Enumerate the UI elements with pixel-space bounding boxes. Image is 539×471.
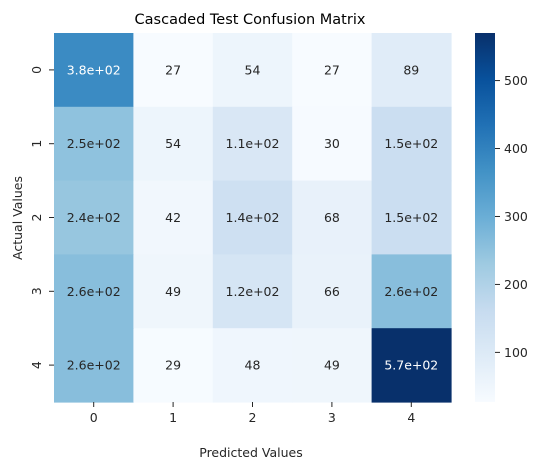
- colorbar: [475, 33, 495, 402]
- cell-annotation-4-2: 48: [245, 358, 261, 373]
- cell-annotation-0-4: 89: [403, 62, 419, 77]
- heatmap-cell-1-2: [212, 106, 293, 182]
- heatmap-cell-4-0: [54, 328, 134, 403]
- heatmap-cell-3-0: [54, 254, 134, 329]
- cell-annotation-3-0: 2.6e+02: [67, 284, 121, 299]
- colorbar-tick-label-500: 500: [504, 73, 528, 88]
- cell-annotation-4-1: 29: [165, 358, 181, 373]
- heatmap-cell-4-4: [371, 328, 452, 403]
- heatmap-cell-2-3: [292, 180, 373, 255]
- heatmap-cell-3-1: [133, 254, 214, 329]
- heatmap-cell-0-1: [133, 33, 214, 108]
- y-axis-ticks: 0 1 2 3 4: [29, 66, 54, 369]
- x-tick-label-0: 0: [90, 410, 98, 425]
- cell-annotation-1-1: 54: [165, 136, 181, 151]
- colorbar-ticks: 100 200 300 400 500: [495, 73, 528, 360]
- cell-annotation-2-2: 1.4e+02: [226, 210, 280, 225]
- y-axis-label: Actual Values: [10, 176, 25, 260]
- cell-annotation-3-2: 1.2e+02: [226, 284, 280, 299]
- x-axis-ticks: 0 1 2 3 4: [90, 402, 415, 425]
- y-tick-label-1: 1: [29, 140, 44, 148]
- heatmap-cell-1-1: [133, 106, 214, 182]
- cell-annotation-4-4: 5.7e+02: [384, 358, 438, 373]
- cell-annotation-1-4: 1.5e+02: [384, 136, 438, 151]
- cell-annotation-1-0: 2.5e+02: [67, 136, 121, 151]
- heatmap-cell-2-1: [133, 180, 214, 255]
- x-tick-label-3: 3: [328, 410, 336, 425]
- cell-annotation-4-3: 49: [324, 358, 340, 373]
- heatmap-cell-1-4: [371, 106, 452, 182]
- cell-annotation-0-1: 27: [165, 62, 181, 77]
- y-tick-label-0: 0: [29, 66, 44, 74]
- x-tick-label-2: 2: [249, 410, 257, 425]
- heatmap-cell-1-0: [54, 106, 134, 182]
- cell-annotation-3-1: 49: [165, 284, 181, 299]
- y-tick-label-4: 4: [29, 361, 44, 369]
- cell-annotation-2-3: 68: [324, 210, 340, 225]
- heatmap-cell-0-3: [292, 33, 373, 108]
- cell-annotation-3-3: 66: [324, 284, 340, 299]
- x-axis-label: Predicted Values: [199, 445, 303, 460]
- heatmap-cell-0-2: [212, 33, 293, 108]
- heatmap-cell-4-1: [133, 328, 214, 403]
- y-tick-label-3: 3: [29, 287, 44, 295]
- cell-annotation-2-4: 1.5e+02: [384, 210, 438, 225]
- heatmap-cell-4-3: [292, 328, 373, 403]
- heatmap-cell-0-0: [54, 33, 134, 108]
- cell-annotation-4-0: 2.6e+02: [67, 358, 121, 373]
- heatmap-cells: [54, 33, 452, 403]
- heatmap-cell-2-4: [371, 180, 452, 255]
- cell-annotation-0-3: 27: [324, 62, 340, 77]
- heatmap-annotations: 3.8e+02 27 54 27 89 2.5e+02 54 1.1e+02 30 1.5e+02…: [67, 62, 439, 372]
- cell-annotation-3-4: 2.6e+02: [384, 284, 438, 299]
- heatmap-cell-2-2: [212, 180, 293, 255]
- colorbar-tick-label-200: 200: [504, 277, 528, 292]
- heatmap-cell-4-2: [212, 328, 293, 403]
- heatmap-cell-2-0: [54, 180, 134, 255]
- cell-annotation-2-0: 2.4e+02: [67, 210, 121, 225]
- cell-annotation-1-2: 1.1e+02: [226, 136, 280, 151]
- colorbar-tick-label-100: 100: [504, 345, 528, 360]
- cell-annotation-0-2: 54: [245, 62, 261, 77]
- x-tick-label-4: 4: [407, 410, 415, 425]
- heatmap-cell-3-3: [292, 254, 373, 329]
- heatmap-cell-3-4: [371, 254, 452, 329]
- x-tick-label-1: 1: [169, 410, 177, 425]
- colorbar-tick-label-300: 300: [504, 209, 528, 224]
- chart-title: Cascaded Test Confusion Matrix: [135, 12, 366, 28]
- colorbar-tick-label-400: 400: [504, 141, 528, 156]
- cell-annotation-1-3: 30: [324, 136, 340, 151]
- cell-annotation-2-1: 42: [165, 210, 181, 225]
- y-tick-label-2: 2: [29, 214, 44, 222]
- heatmap-cell-1-3: [292, 106, 373, 182]
- heatmap-cell-3-2: [212, 254, 293, 329]
- cell-annotation-0-0: 3.8e+02: [67, 62, 121, 77]
- heatmap-cell-0-4: [371, 33, 452, 108]
